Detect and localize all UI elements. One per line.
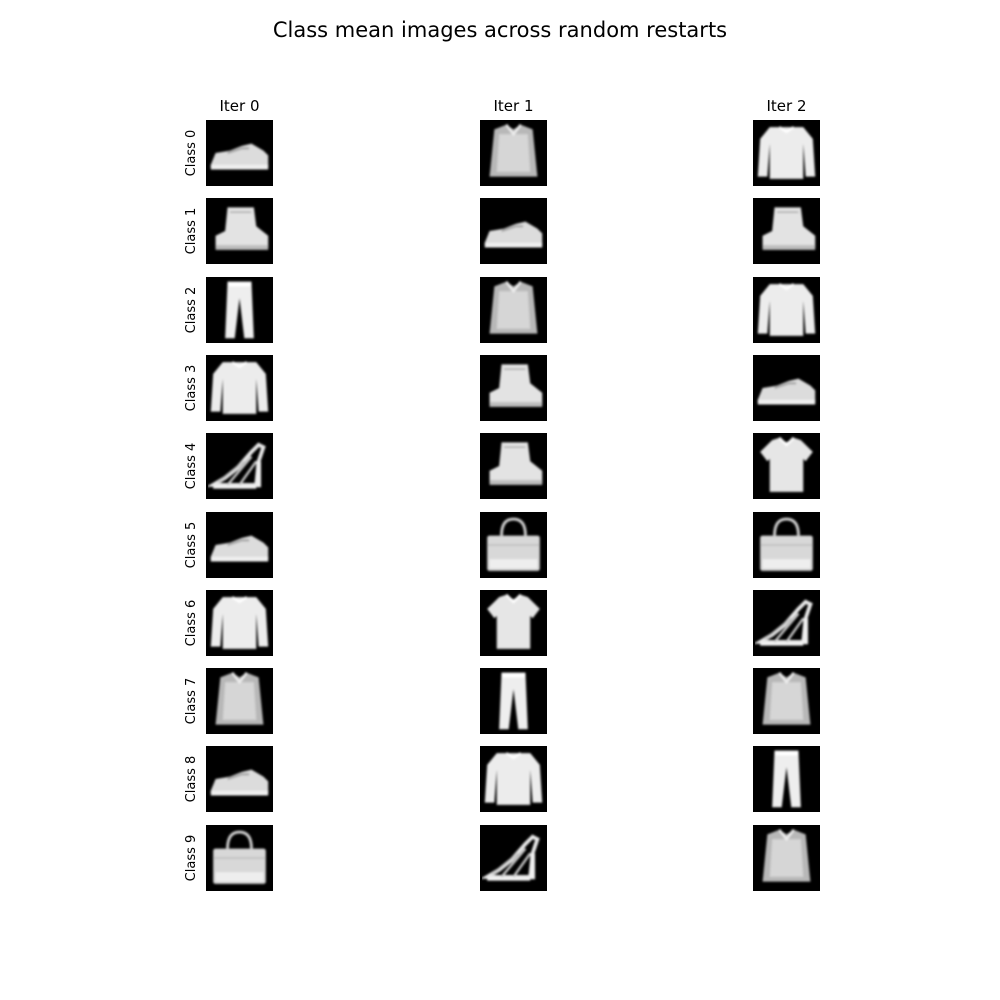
sneaker-mean-image [753, 354, 820, 421]
mean-image-class-7-iter-2 [753, 668, 820, 735]
mean-image-class-7-iter-0 [206, 668, 273, 735]
pullover-mean-image [206, 354, 273, 421]
mean-image-class-2-iter-1 [480, 276, 547, 343]
pullover-mean-image [753, 276, 820, 343]
mean-image-class-1-iter-1 [480, 198, 547, 265]
row-label-class-8: Class 8 [184, 756, 199, 803]
pullover-mean-image [206, 589, 273, 656]
pullover-mean-image [753, 120, 820, 186]
bag-mean-image [480, 511, 547, 578]
mean-image-class-6-iter-1 [480, 589, 547, 656]
mean-image-class-3-iter-1 [480, 354, 547, 421]
row-label-class-7: Class 7 [184, 677, 199, 725]
column-title-iter-2: Iter 2 [766, 97, 807, 115]
column-title-iter-1: Iter 1 [493, 97, 534, 115]
tshirt-mean-image [480, 589, 547, 656]
shirt-mean-image [753, 668, 820, 735]
mean-image-class-5-iter-0 [206, 511, 273, 578]
row-label-class-3: Class 3 [184, 364, 199, 412]
shirt-mean-image [480, 276, 547, 343]
mean-image-class-5-iter-1 [480, 511, 547, 578]
row-label-class-1: Class 1 [184, 208, 199, 255]
row-label-class-0: Class 0 [184, 129, 199, 177]
mean-image-class-9-iter-1 [480, 824, 547, 891]
row-label-class-6: Class 6 [184, 599, 199, 647]
mean-image-class-7-iter-1 [480, 668, 547, 735]
mean-image-class-3-iter-0 [206, 354, 273, 421]
ankle-boot-mean-image [480, 354, 547, 421]
sneaker-mean-image [480, 198, 547, 265]
mean-image-class-9-iter-0 [206, 824, 273, 891]
column-title-iter-0: Iter 0 [219, 97, 260, 115]
shirt-mean-image [480, 120, 547, 186]
mean-image-class-6-iter-2 [753, 589, 820, 656]
ankle-boot-mean-image [480, 433, 547, 500]
mean-image-class-9-iter-2 [753, 824, 820, 891]
mean-image-class-8-iter-1 [480, 746, 547, 813]
sandal-mean-image [206, 433, 273, 500]
tshirt-mean-image [753, 433, 820, 500]
trouser-mean-image [480, 668, 547, 735]
sandal-mean-image [753, 589, 820, 656]
ankle-boot-mean-image [753, 198, 820, 265]
mean-image-class-3-iter-2 [753, 354, 820, 421]
sneaker-mean-image [206, 120, 273, 186]
pullover-mean-image [480, 746, 547, 813]
mean-image-class-4-iter-2 [753, 433, 820, 500]
mean-image-class-2-iter-0 [206, 276, 273, 343]
shirt-mean-image [206, 668, 273, 735]
row-label-class-2: Class 2 [184, 286, 199, 333]
mean-image-class-5-iter-2 [753, 511, 820, 578]
ankle-boot-mean-image [206, 198, 273, 265]
mean-image-class-0-iter-0 [206, 120, 273, 186]
trouser-mean-image [206, 276, 273, 343]
mean-image-class-1-iter-2 [753, 198, 820, 265]
mean-image-class-8-iter-2 [753, 746, 820, 813]
mean-image-class-8-iter-0 [206, 746, 273, 813]
row-label-class-5: Class 5 [184, 521, 199, 568]
mean-image-class-0-iter-1 [480, 120, 547, 186]
mean-image-class-4-iter-0 [206, 433, 273, 500]
shirt-mean-image [753, 824, 820, 891]
sandal-mean-image [480, 824, 547, 891]
trouser-mean-image [753, 746, 820, 813]
bag-mean-image [206, 824, 273, 891]
mean-image-class-2-iter-2 [753, 276, 820, 343]
mean-image-class-0-iter-2 [753, 120, 820, 186]
sneaker-mean-image [206, 746, 273, 813]
sneaker-mean-image [206, 511, 273, 578]
mean-image-class-6-iter-0 [206, 589, 273, 656]
mean-image-class-4-iter-1 [480, 433, 547, 500]
bag-mean-image [753, 511, 820, 578]
row-label-class-9: Class 9 [184, 834, 199, 881]
mean-image-class-1-iter-0 [206, 198, 273, 265]
chart-title: Class mean images across random restarts [272, 18, 728, 42]
row-label-class-4: Class 4 [184, 442, 199, 490]
